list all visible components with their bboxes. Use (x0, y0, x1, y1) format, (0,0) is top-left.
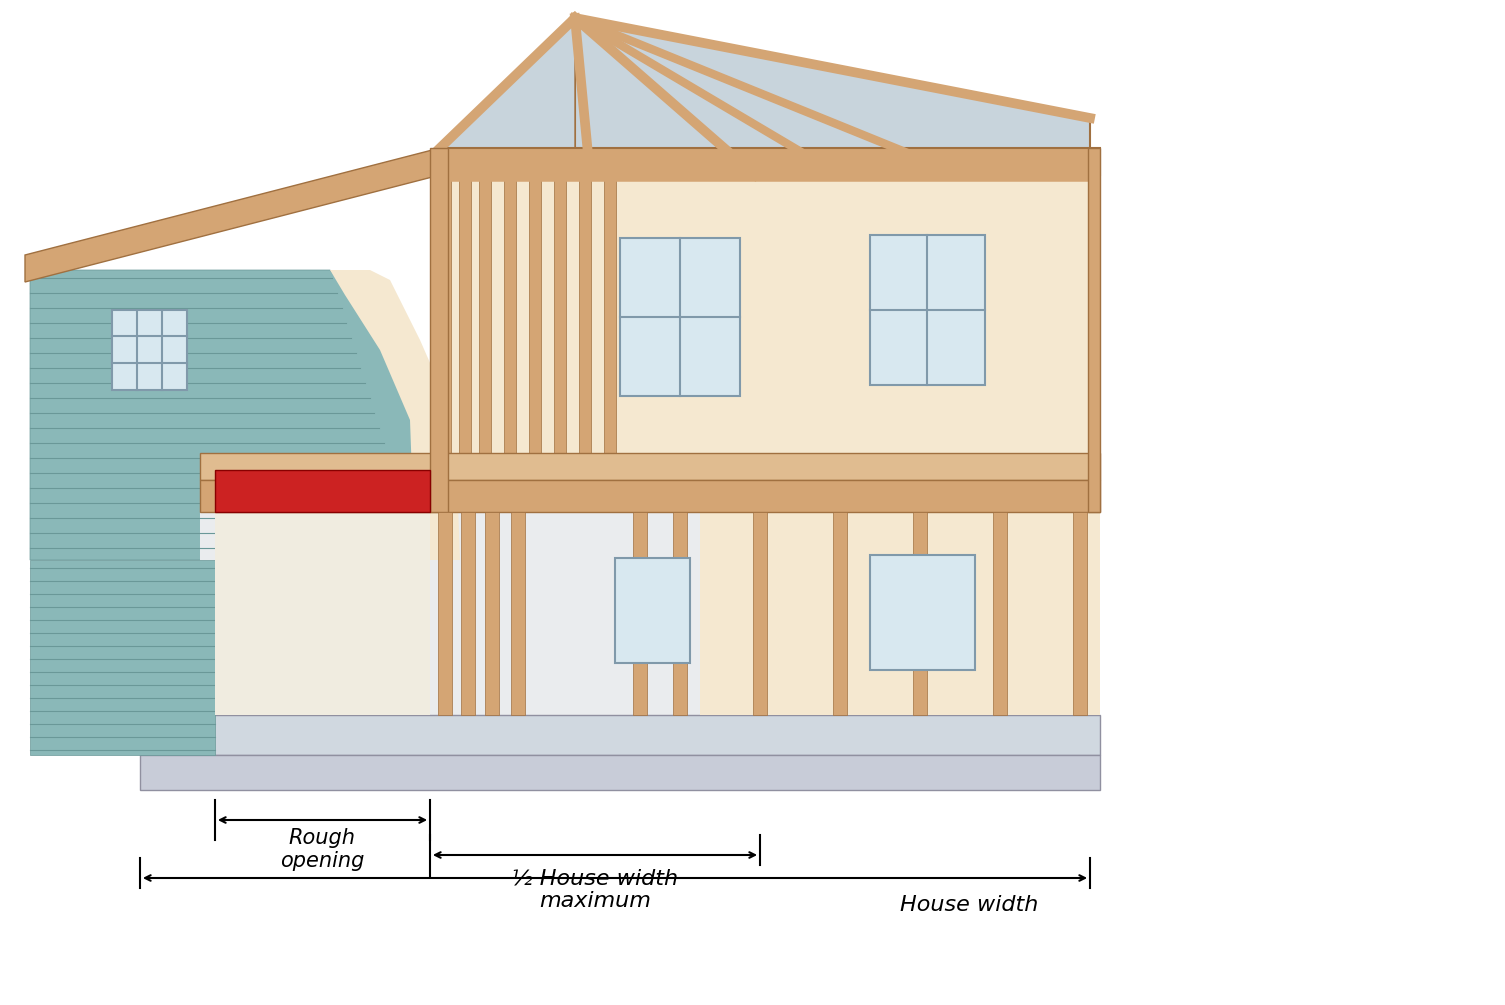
Text: House width: House width (900, 895, 1038, 915)
Text: ½ House width
maximum: ½ House width maximum (512, 868, 679, 912)
Polygon shape (634, 512, 647, 715)
Polygon shape (1088, 148, 1100, 512)
Polygon shape (200, 512, 1100, 715)
Polygon shape (579, 175, 591, 480)
Polygon shape (459, 175, 471, 480)
Polygon shape (1073, 512, 1087, 715)
Polygon shape (620, 238, 740, 396)
Polygon shape (439, 148, 1100, 175)
Polygon shape (870, 555, 975, 670)
Polygon shape (673, 512, 686, 715)
Polygon shape (752, 512, 768, 715)
Polygon shape (604, 175, 616, 480)
Polygon shape (575, 18, 1090, 175)
Polygon shape (461, 512, 476, 715)
Polygon shape (140, 755, 1100, 790)
Polygon shape (430, 148, 448, 512)
Polygon shape (616, 558, 689, 663)
Polygon shape (26, 148, 439, 282)
Polygon shape (30, 270, 420, 560)
Polygon shape (330, 270, 461, 560)
Polygon shape (200, 453, 1100, 480)
Polygon shape (111, 310, 187, 390)
Polygon shape (870, 235, 984, 385)
Polygon shape (993, 512, 1007, 715)
Polygon shape (512, 512, 525, 715)
Polygon shape (200, 480, 1100, 512)
Polygon shape (30, 560, 215, 755)
Polygon shape (438, 512, 452, 715)
Polygon shape (914, 512, 927, 715)
Polygon shape (485, 512, 500, 715)
Polygon shape (554, 175, 566, 480)
Polygon shape (430, 175, 1100, 480)
Polygon shape (700, 512, 1100, 715)
Polygon shape (140, 715, 1100, 755)
Polygon shape (439, 175, 452, 480)
Polygon shape (832, 512, 847, 715)
Polygon shape (215, 512, 430, 715)
Polygon shape (479, 175, 491, 480)
Polygon shape (504, 175, 516, 480)
Text: Rough
opening: Rough opening (280, 828, 364, 871)
Polygon shape (528, 175, 540, 480)
Polygon shape (215, 470, 430, 512)
Polygon shape (439, 18, 575, 175)
